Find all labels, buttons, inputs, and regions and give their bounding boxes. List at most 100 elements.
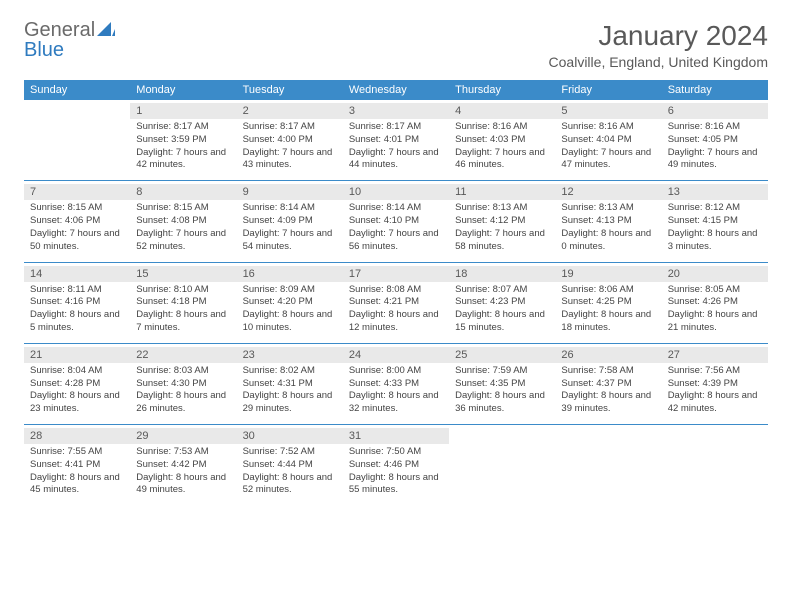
sunset-text: Sunset: 4:08 PM xyxy=(136,215,230,228)
daylight-text: Daylight: 8 hours and 45 minutes. xyxy=(30,472,124,498)
calendar-day: 27Sunrise: 7:56 AMSunset: 4:39 PMDayligh… xyxy=(662,344,768,424)
daylight-text: Daylight: 8 hours and 26 minutes. xyxy=(136,390,230,416)
calendar-day xyxy=(662,425,768,505)
sunrise-text: Sunrise: 8:17 AM xyxy=(349,121,443,134)
sunset-text: Sunset: 4:00 PM xyxy=(243,134,337,147)
sunrise-text: Sunrise: 8:04 AM xyxy=(30,365,124,378)
calendar-day: 2Sunrise: 8:17 AMSunset: 4:00 PMDaylight… xyxy=(237,100,343,180)
daylight-text: Daylight: 8 hours and 42 minutes. xyxy=(668,390,762,416)
calendar-week: 1Sunrise: 8:17 AMSunset: 3:59 PMDaylight… xyxy=(24,100,768,181)
day-info: Sunrise: 8:13 AMSunset: 4:13 PMDaylight:… xyxy=(561,202,655,253)
calendar-day: 11Sunrise: 8:13 AMSunset: 4:12 PMDayligh… xyxy=(449,181,555,261)
day-info: Sunrise: 8:03 AMSunset: 4:30 PMDaylight:… xyxy=(136,365,230,416)
day-number: 5 xyxy=(555,103,661,119)
day-header: Tuesday xyxy=(237,80,343,100)
calendar-day: 20Sunrise: 8:05 AMSunset: 4:26 PMDayligh… xyxy=(662,263,768,343)
title-block: January 2024 Coalville, England, United … xyxy=(549,20,768,70)
daylight-text: Daylight: 8 hours and 55 minutes. xyxy=(349,472,443,498)
sunset-text: Sunset: 4:26 PM xyxy=(668,296,762,309)
daylight-text: Daylight: 8 hours and 36 minutes. xyxy=(455,390,549,416)
brand-part1: General xyxy=(24,20,95,40)
day-number: 21 xyxy=(24,347,130,363)
sunrise-text: Sunrise: 7:50 AM xyxy=(349,446,443,459)
day-number: 6 xyxy=(662,103,768,119)
day-number: 20 xyxy=(662,266,768,282)
sunset-text: Sunset: 3:59 PM xyxy=(136,134,230,147)
calendar-day: 10Sunrise: 8:14 AMSunset: 4:10 PMDayligh… xyxy=(343,181,449,261)
sunset-text: Sunset: 4:01 PM xyxy=(349,134,443,147)
day-info: Sunrise: 7:59 AMSunset: 4:35 PMDaylight:… xyxy=(455,365,549,416)
calendar-week: 28 Sunrise: 7:55 AMSunset: 4:41 PMDayligh… xyxy=(24,425,768,505)
calendar-day: 31Sunrise: 7:50 AMSunset: 4:46 PMDayligh… xyxy=(343,425,449,505)
calendar-day: 21Sunrise: 8:04 AMSunset: 4:28 PMDayligh… xyxy=(24,344,130,424)
daylight-text: Daylight: 7 hours and 44 minutes. xyxy=(349,147,443,173)
calendar-body: 1Sunrise: 8:17 AMSunset: 3:59 PMDaylight… xyxy=(24,100,768,505)
day-info: Sunrise: 7:53 AMSunset: 4:42 PMDaylight:… xyxy=(136,446,230,497)
daylight-text: Daylight: 7 hours and 49 minutes. xyxy=(668,147,762,173)
sunrise-text: Sunrise: 7:56 AM xyxy=(668,365,762,378)
calendar-week: 7Sunrise: 8:15 AMSunset: 4:06 PMDaylight… xyxy=(24,181,768,262)
sunset-text: Sunset: 4:30 PM xyxy=(136,378,230,391)
daylight-text: Daylight: 8 hours and 32 minutes. xyxy=(349,390,443,416)
daylight-text: Daylight: 8 hours and 21 minutes. xyxy=(668,309,762,335)
day-info: Sunrise: 8:15 AMSunset: 4:08 PMDaylight:… xyxy=(136,202,230,253)
calendar-day: 29Sunrise: 7:53 AMSunset: 4:42 PMDayligh… xyxy=(130,425,236,505)
sunset-text: Sunset: 4:23 PM xyxy=(455,296,549,309)
calendar-day: 26Sunrise: 7:58 AMSunset: 4:37 PMDayligh… xyxy=(555,344,661,424)
calendar-day: 30Sunrise: 7:52 AMSunset: 4:44 PMDayligh… xyxy=(237,425,343,505)
calendar-day: 22Sunrise: 8:03 AMSunset: 4:30 PMDayligh… xyxy=(130,344,236,424)
sunrise-text: Sunrise: 8:09 AM xyxy=(243,284,337,297)
sunrise-text: Sunrise: 8:13 AM xyxy=(561,202,655,215)
day-number: 24 xyxy=(343,347,449,363)
day-info: Sunrise: 8:16 AMSunset: 4:04 PMDaylight:… xyxy=(561,121,655,172)
calendar-day: 12 Sunrise: 8:13 AMSunset: 4:13 PMDayligh… xyxy=(555,181,661,261)
day-header: Saturday xyxy=(662,80,768,100)
day-number: 30 xyxy=(237,428,343,444)
brand-part2: Blue xyxy=(24,40,115,60)
day-header: Monday xyxy=(130,80,236,100)
calendar-day xyxy=(24,100,130,180)
day-number: 9 xyxy=(237,184,343,200)
sunrise-text: Sunrise: 8:00 AM xyxy=(349,365,443,378)
sunset-text: Sunset: 4:10 PM xyxy=(349,215,443,228)
sunrise-text: Sunrise: 7:52 AM xyxy=(243,446,337,459)
sunset-text: Sunset: 4:12 PM xyxy=(455,215,549,228)
day-info: Sunrise: 8:13 AMSunset: 4:12 PMDaylight:… xyxy=(455,202,549,253)
day-number: 12 xyxy=(555,184,661,200)
daylight-text: Daylight: 8 hours and 15 minutes. xyxy=(455,309,549,335)
sunrise-text: Sunrise: 8:03 AM xyxy=(136,365,230,378)
sunset-text: Sunset: 4:41 PM xyxy=(30,459,124,472)
day-number: 17 xyxy=(343,266,449,282)
day-info: Sunrise: 7:55 AMSunset: 4:41 PMDaylight:… xyxy=(30,446,124,497)
daylight-text: Daylight: 7 hours and 56 minutes. xyxy=(349,228,443,254)
day-number: 19 xyxy=(555,266,661,282)
day-header: Thursday xyxy=(449,80,555,100)
sunset-text: Sunset: 4:20 PM xyxy=(243,296,337,309)
sunset-text: Sunset: 4:15 PM xyxy=(668,215,762,228)
day-number: 3 xyxy=(343,103,449,119)
day-info: Sunrise: 8:17 AMSunset: 3:59 PMDaylight:… xyxy=(136,121,230,172)
day-number: 10 xyxy=(343,184,449,200)
calendar-day: 1Sunrise: 8:17 AMSunset: 3:59 PMDaylight… xyxy=(130,100,236,180)
sunrise-text: Sunrise: 8:17 AM xyxy=(136,121,230,134)
day-number: 7 xyxy=(24,184,130,200)
sunrise-text: Sunrise: 8:12 AM xyxy=(668,202,762,215)
daylight-text: Daylight: 7 hours and 42 minutes. xyxy=(136,147,230,173)
calendar-day: 18Sunrise: 8:07 AMSunset: 4:23 PMDayligh… xyxy=(449,263,555,343)
sunrise-text: Sunrise: 8:13 AM xyxy=(455,202,549,215)
calendar-week: 14Sunrise: 8:11 AMSunset: 4:16 PMDayligh… xyxy=(24,263,768,344)
daylight-text: Daylight: 8 hours and 18 minutes. xyxy=(561,309,655,335)
sunrise-text: Sunrise: 8:02 AM xyxy=(243,365,337,378)
calendar-day: 9Sunrise: 8:14 AMSunset: 4:09 PMDaylight… xyxy=(237,181,343,261)
day-number: 28 xyxy=(24,428,130,444)
sunrise-text: Sunrise: 8:14 AM xyxy=(243,202,337,215)
day-number: 26 xyxy=(555,347,661,363)
calendar-day: 24Sunrise: 8:00 AMSunset: 4:33 PMDayligh… xyxy=(343,344,449,424)
sunrise-text: Sunrise: 7:58 AM xyxy=(561,365,655,378)
day-number: 15 xyxy=(130,266,236,282)
calendar-day: 16Sunrise: 8:09 AMSunset: 4:20 PMDayligh… xyxy=(237,263,343,343)
sunrise-text: Sunrise: 8:15 AM xyxy=(30,202,124,215)
day-number: 27 xyxy=(662,347,768,363)
daylight-text: Daylight: 7 hours and 46 minutes. xyxy=(455,147,549,173)
sunrise-text: Sunrise: 8:06 AM xyxy=(561,284,655,297)
